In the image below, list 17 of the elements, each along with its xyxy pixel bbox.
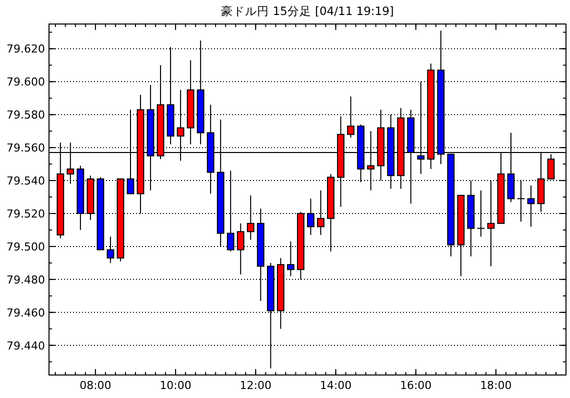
y-tick-label: 79.600 [6,76,45,89]
y-tick-label: 79.500 [6,240,45,254]
y-tick-label: 79.520 [6,208,45,221]
x-tick-label: 08:00 [80,379,112,392]
chart-title: 豪ドル円 15分足 [04/11 19:19] [221,4,394,18]
y-tick-label: 79.440 [6,339,45,352]
y-tick-label: 79.480 [6,273,45,286]
x-tick-label: 18:00 [480,379,512,392]
x-tick-label: 14:00 [320,379,352,392]
x-tick-label: 10:00 [160,379,192,392]
y-tick-label: 79.580 [6,108,45,122]
y-tick-label: 79.620 [6,42,45,56]
y-tick-label: 79.460 [6,306,45,320]
x-tick-label: 16:00 [400,379,432,392]
y-tick-label: 79.560 [6,142,45,155]
x-tick-label: 12:00 [240,379,272,392]
y-tick-label: 79.540 [6,174,45,188]
